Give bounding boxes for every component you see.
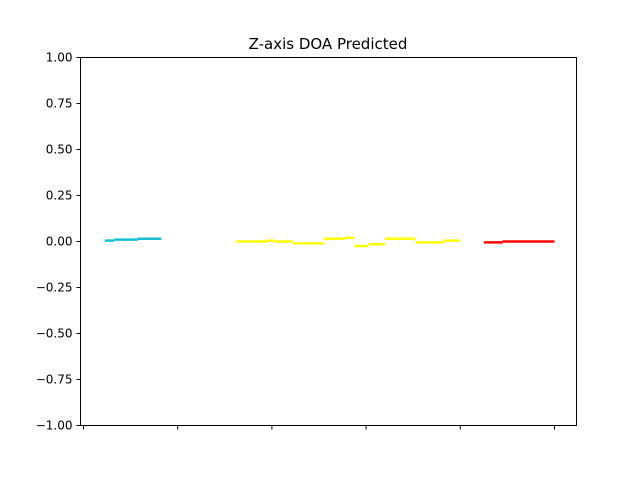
plot-frame	[80, 57, 577, 426]
y-tick-label: 0.25	[46, 189, 73, 203]
y-tick-label: −0.75	[36, 373, 73, 387]
y-tick-label: −0.50	[36, 327, 73, 341]
y-tick-label: −0.25	[36, 281, 73, 295]
plot-area	[104, 236, 555, 248]
y-tick-label: 0.50	[46, 143, 73, 157]
y-tick-label: −1.00	[36, 419, 73, 433]
y-tick-label: 0.00	[46, 235, 73, 249]
y-tick-label: 0.75	[46, 97, 73, 111]
x-axis	[83, 425, 555, 430]
chart-title: Z-axis DOA Predicted	[249, 35, 408, 53]
y-axis: −1.00 −0.75 −0.50 −0.25 0.00 0.25 0.50 0.75 1.00	[36, 51, 81, 433]
y-tick-label: 1.00	[46, 51, 73, 65]
